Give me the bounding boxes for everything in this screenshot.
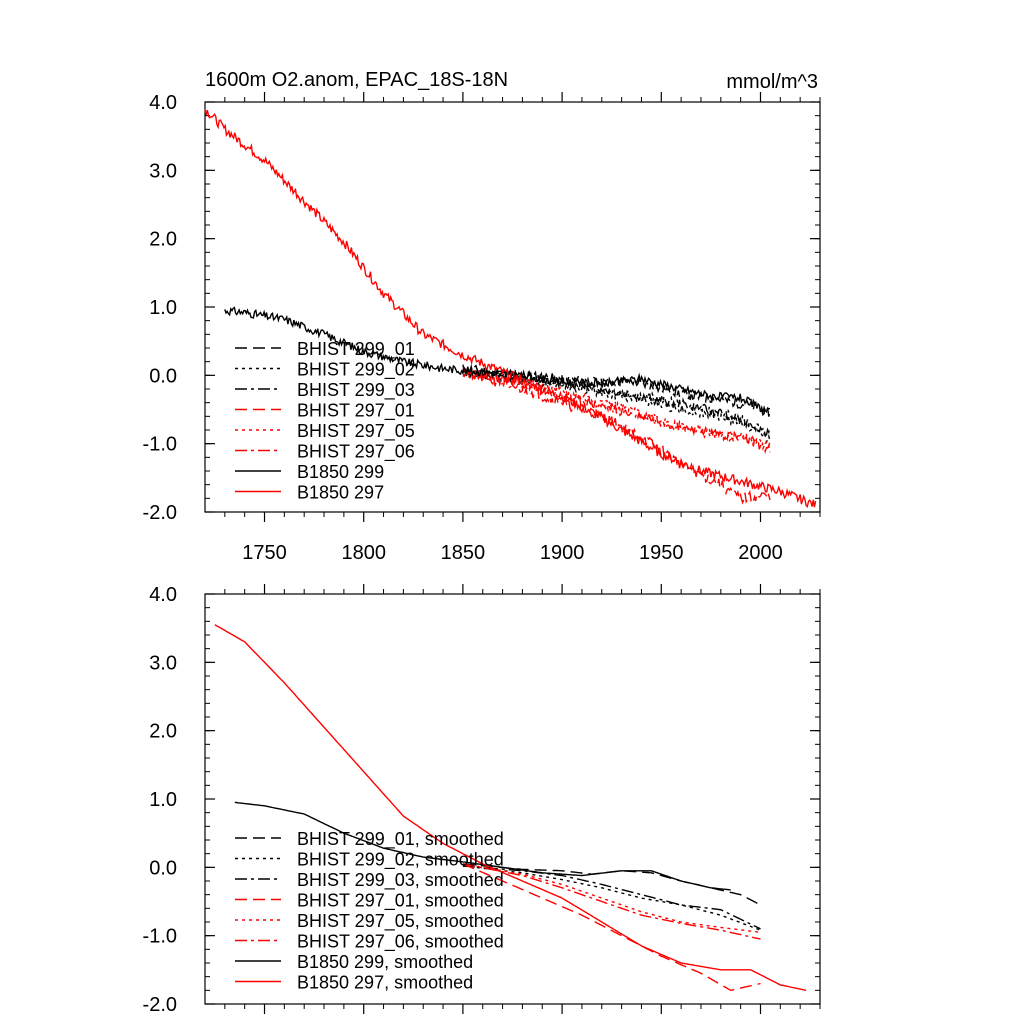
legend-label: BHIST 299_03 bbox=[297, 380, 415, 401]
legend-label: BHIST 297_05 bbox=[297, 421, 415, 442]
legend-label: BHIST 299_02, smoothed bbox=[297, 850, 504, 871]
series-line bbox=[214, 624, 807, 991]
legend-label: B1850 299, smoothed bbox=[297, 952, 473, 972]
chart-title: 1600m O2.anom, EPAC_18S-18N bbox=[205, 69, 508, 91]
x-tick-label: 2000 bbox=[738, 542, 783, 564]
legend-label: BHIST 297_01 bbox=[297, 401, 415, 422]
y-tick-label: 1.0 bbox=[149, 297, 177, 319]
legend-label: BHIST 297_06, smoothed bbox=[297, 932, 504, 953]
legend-label: B1850 297 bbox=[297, 483, 384, 503]
y-tick-label: 0.0 bbox=[149, 857, 177, 879]
legend-label: B1850 299 bbox=[297, 462, 384, 482]
legend-label: BHIST 299_02 bbox=[297, 360, 415, 381]
panel-bottom: 4.0 3.0 2.0 1.0 0.0 -1.0 -2.0 BHIST 299_01, sm… bbox=[143, 584, 821, 1016]
series-line bbox=[462, 863, 761, 940]
series-line bbox=[462, 367, 771, 455]
y-tick-label: 1.0 bbox=[149, 789, 177, 811]
x-tick-label: 1800 bbox=[341, 542, 386, 564]
y-tick-label: 4.0 bbox=[149, 92, 177, 114]
legend-label: BHIST 299_01, smoothed bbox=[297, 829, 504, 850]
series-line bbox=[462, 863, 761, 992]
axes-top: 4.0 3.0 2.0 1.0 0.0 -1.0 -2.0 1750 1800 1850 1900 1… bbox=[143, 92, 821, 564]
y-tick-label: 3.0 bbox=[149, 652, 177, 674]
legend-label: BHIST 297_06 bbox=[297, 442, 415, 463]
series-bottom bbox=[214, 624, 807, 992]
series-top bbox=[204, 109, 817, 508]
y-tick-label: -1.0 bbox=[143, 926, 177, 948]
legend-label: BHIST 297_01, smoothed bbox=[297, 891, 504, 912]
panel-top: 1600m O2.anom, EPAC_18S-18N mmol/m^3 4.0… bbox=[143, 69, 821, 564]
legend-label: BHIST 297_05, smoothed bbox=[297, 911, 504, 932]
x-tick-label: 1850 bbox=[441, 542, 486, 564]
series-line bbox=[462, 368, 771, 448]
series-line bbox=[462, 863, 761, 933]
x-tick-label: 1950 bbox=[639, 542, 684, 564]
y-tick-label: 2.0 bbox=[149, 229, 177, 251]
series-line bbox=[462, 367, 771, 444]
legend-label: BHIST 299_03, smoothed bbox=[297, 870, 504, 891]
series-line bbox=[204, 109, 817, 508]
y-tick-label: -2.0 bbox=[143, 502, 177, 524]
y-tick-label: -1.0 bbox=[143, 434, 177, 456]
units-label: mmol/m^3 bbox=[726, 71, 818, 93]
series-line bbox=[224, 306, 770, 414]
x-tick-label: 1900 bbox=[540, 542, 585, 564]
y-tick-label: 2.0 bbox=[149, 721, 177, 743]
series-line bbox=[462, 863, 761, 906]
series-line bbox=[462, 367, 771, 505]
legend-label: B1850 297, smoothed bbox=[297, 973, 473, 993]
y-tick-label: 4.0 bbox=[149, 584, 177, 606]
x-tick-label: 1750 bbox=[242, 542, 287, 564]
series-line bbox=[462, 865, 761, 930]
y-tick-label: -2.0 bbox=[143, 994, 177, 1016]
y-tick-label: 3.0 bbox=[149, 160, 177, 182]
y-tick-label: 0.0 bbox=[149, 365, 177, 387]
series-line bbox=[462, 865, 761, 931]
axes-bottom: 4.0 3.0 2.0 1.0 0.0 -1.0 -2.0 bbox=[143, 584, 821, 1016]
legend-label: BHIST 299_01 bbox=[297, 339, 415, 360]
